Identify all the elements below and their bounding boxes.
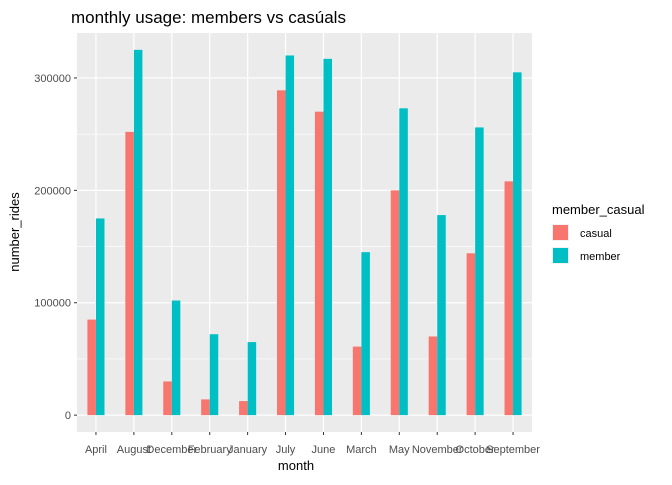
- legend: member_casual casual member: [552, 202, 645, 264]
- bar-casual-july: [277, 90, 286, 416]
- bar-casual-june: [314, 111, 324, 416]
- plot-panel: [77, 33, 532, 432]
- bar-member-december: [171, 300, 181, 416]
- bar-casual-may: [390, 190, 400, 416]
- bar-member-july: [285, 55, 295, 416]
- y-tick-label: 0: [65, 410, 71, 422]
- bar-member-april: [95, 218, 105, 416]
- bar-casual-august: [125, 131, 134, 416]
- bar-member-june: [323, 58, 332, 416]
- x-tick-label: September: [486, 444, 540, 456]
- bar-casual-april: [87, 319, 96, 416]
- x-tick-label: March: [346, 444, 377, 456]
- bar-member-august: [133, 49, 143, 416]
- bar-member-january: [247, 342, 257, 416]
- x-tick-label: December: [146, 444, 197, 456]
- legend-label-casual: casual: [580, 228, 612, 240]
- y-axis-title: number_rides: [7, 192, 22, 272]
- bar-casual-november: [428, 336, 438, 416]
- x-axis-title: month: [278, 458, 314, 473]
- x-tick-label: April: [85, 444, 107, 456]
- bars: [87, 49, 522, 416]
- bar-casual-march: [352, 346, 362, 416]
- x-tick-label: October: [456, 444, 495, 456]
- legend-title: member_casual: [552, 202, 645, 217]
- bar-casual-september: [504, 181, 514, 416]
- y-tick-label: 200000: [34, 185, 71, 197]
- y-tick-label: 300000: [34, 73, 71, 85]
- legend-swatch-member: [553, 248, 568, 263]
- chart-title: monthly usage: members vs casúals: [71, 8, 346, 27]
- bar-casual-december: [163, 381, 172, 416]
- x-tick-label: June: [312, 444, 336, 456]
- x-tick-label: February: [188, 444, 233, 456]
- x-tick-label: November: [412, 444, 463, 456]
- bar-casual-january: [239, 401, 248, 416]
- x-tick-label: January: [228, 444, 268, 456]
- bar-member-march: [361, 252, 370, 416]
- bar-casual-february: [201, 399, 210, 416]
- bar-member-february: [209, 334, 219, 416]
- bar-casual-october: [466, 253, 476, 416]
- x-tick-label: August: [117, 444, 151, 456]
- legend-label-member: member: [580, 251, 621, 263]
- y-tick-label: 100000: [34, 298, 71, 310]
- bar-member-november: [437, 215, 446, 416]
- bar-member-september: [513, 72, 522, 416]
- x-tick-label: May: [389, 444, 410, 456]
- bar-member-october: [475, 127, 484, 416]
- x-tick-label: July: [276, 444, 296, 456]
- axes: 0 100000 200000 300000 April AugustDecemberFe…: [34, 73, 540, 456]
- bar-member-may: [399, 108, 408, 416]
- legend-swatch-casual: [553, 225, 568, 240]
